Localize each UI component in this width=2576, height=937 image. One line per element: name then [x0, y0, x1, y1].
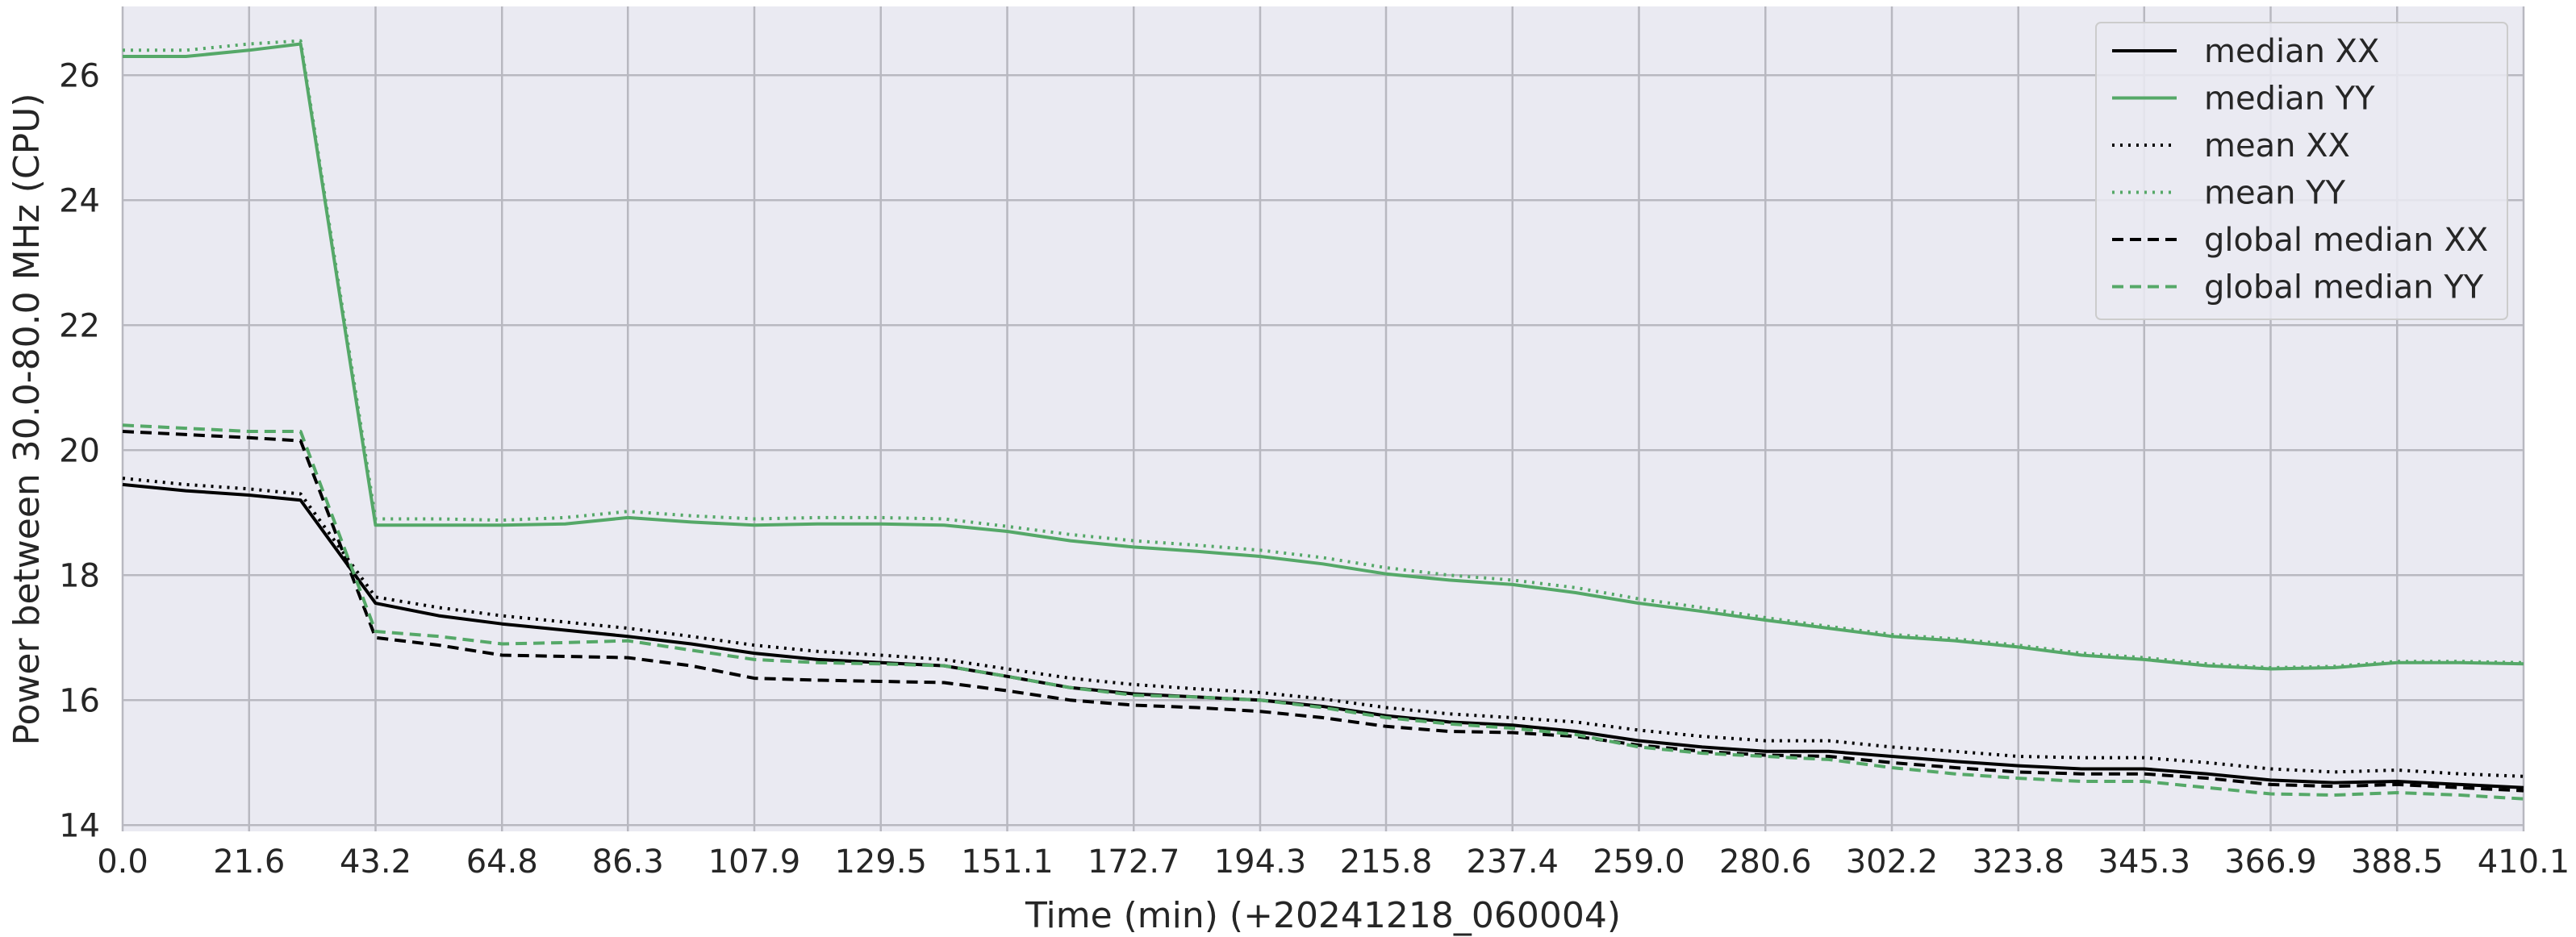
x-tick-label: 345.3: [2098, 843, 2191, 881]
x-tick-label: 172.7: [1088, 843, 1180, 881]
legend-box: [2095, 22, 2508, 320]
series-line-6: [122, 423, 2524, 801]
x-tick-label: 21.6: [213, 843, 285, 881]
x-tick-label: 237.4: [1466, 843, 1559, 881]
y-tick-label: 16: [59, 682, 100, 719]
x-tick-label: 151.1: [961, 843, 1054, 881]
x-tick-label: 215.8: [1340, 843, 1433, 881]
x-tick-label: 107.9: [708, 843, 801, 881]
x-tick-label: 388.5: [2351, 843, 2444, 881]
legend: median XX median YY mean XX mean YY global m…: [2095, 22, 2508, 320]
y-axis-label: Power between 30.0-80.0 MHz (CPU): [6, 94, 48, 746]
x-tick-labels: 0.0 21.6 43.2 64.8 86.3 107.9 129.5 151.1 172.7 1…: [97, 843, 2570, 881]
x-tick-label: 129.5: [834, 843, 927, 881]
y-tick-label: 22: [59, 307, 100, 344]
y-tick-label: 14: [59, 807, 100, 844]
x-tick-label: 410.1: [2478, 843, 2570, 881]
x-tick-label: 302.2: [1846, 843, 1939, 881]
series-line-2: [123, 42, 2524, 671]
legend-label: mean XX: [2204, 127, 2350, 164]
legend-label: global median XX: [2204, 222, 2488, 259]
x-gridlines: [121, 6, 2525, 831]
legend-label: global median YY: [2204, 269, 2484, 306]
x-tick-label: 366.9: [2224, 843, 2317, 881]
x-tick-label: 194.3: [1214, 843, 1307, 881]
series-line-3: [122, 477, 2524, 778]
x-tick-label: 86.3: [592, 843, 664, 881]
y-tick-label: 26: [59, 57, 100, 94]
x-tick-label: 64.8: [466, 843, 538, 881]
series-layer: [122, 39, 2524, 801]
legend-label: median YY: [2204, 81, 2375, 118]
x-tick-label: 323.8: [1972, 843, 2065, 881]
legend-label: mean YY: [2204, 175, 2346, 212]
x-tick-label: 43.2: [340, 843, 411, 881]
y-tick-label: 20: [59, 432, 100, 469]
x-tick-label: 0.0: [97, 843, 148, 881]
series-line-1: [122, 482, 2524, 789]
x-tick-label: 280.6: [1719, 843, 1812, 881]
y-tick-labels: 14 16 18 20 22 24 26: [59, 57, 100, 844]
y-tick-label: 24: [59, 182, 100, 219]
x-axis-label: Time (min) (+20241218_060004): [1025, 895, 1621, 936]
series-line-5: [122, 430, 2524, 793]
x-tick-label: 259.0: [1593, 843, 1685, 881]
y-tick-label: 18: [59, 557, 100, 594]
legend-label: median XX: [2204, 33, 2379, 70]
